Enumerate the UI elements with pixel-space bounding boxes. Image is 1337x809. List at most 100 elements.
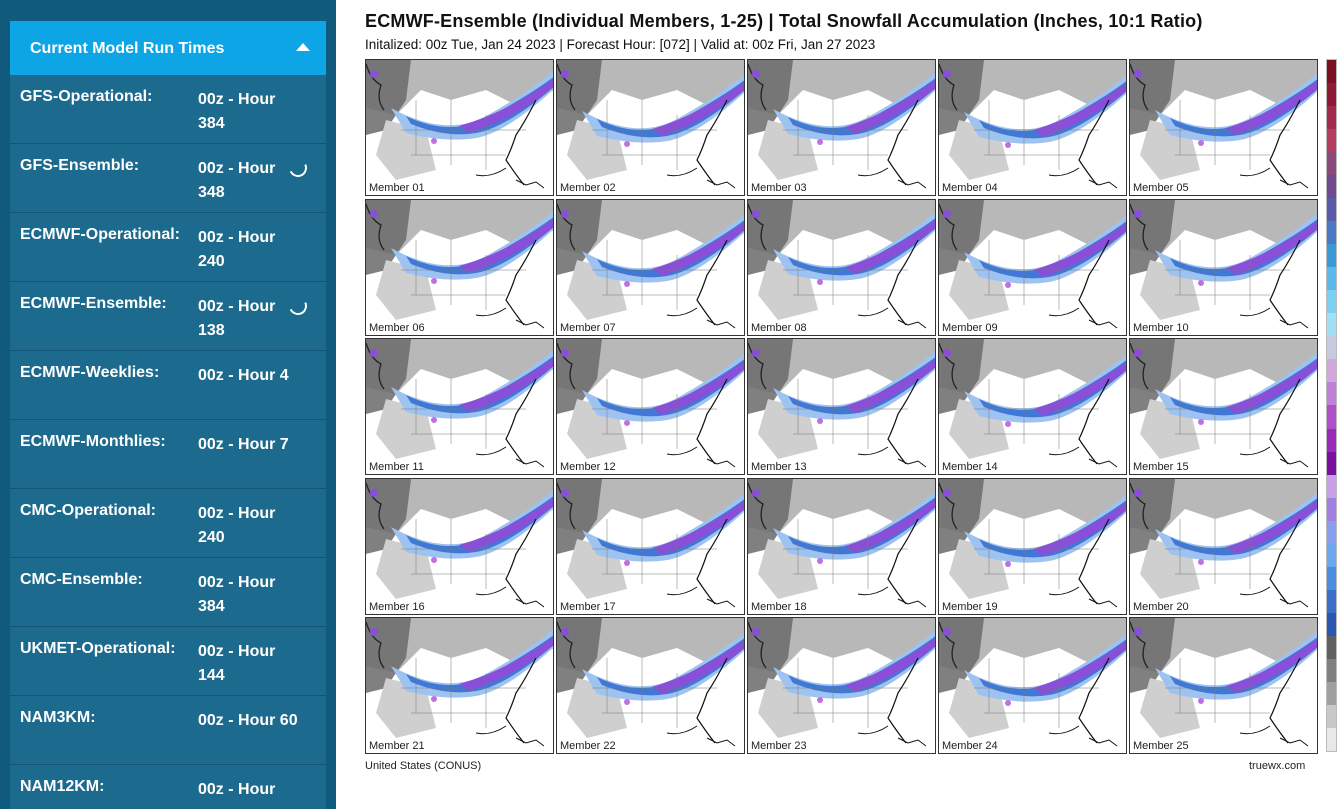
snowfall-map-graphic (1130, 478, 1317, 614)
member-map[interactable]: Member 25 (1129, 617, 1318, 754)
legend-swatch (1327, 543, 1336, 567)
legend-swatch (1327, 382, 1336, 406)
panel-title: Current Model Run Times (30, 40, 225, 57)
member-label: Member 25 (1131, 740, 1191, 752)
model-run-time: 00z - Hour 348 (198, 160, 276, 201)
member-map[interactable]: Member 23 (747, 617, 936, 754)
legend-swatch (1327, 313, 1336, 337)
member-label: Member 02 (558, 182, 618, 194)
model-row[interactable]: CMC-Operational: 00z - Hour 240 (10, 489, 326, 558)
member-map[interactable]: Member 10 (1129, 198, 1318, 336)
collapse-caret-icon[interactable] (296, 43, 310, 51)
model-name: CMC-Ensemble: (20, 571, 143, 588)
member-label: Member 17 (558, 600, 618, 613)
legend-swatch (1327, 290, 1336, 314)
legend-swatch (1327, 336, 1336, 360)
legend-swatch (1327, 129, 1336, 153)
snowfall-map-graphic (557, 60, 744, 195)
member-map[interactable]: Member 19 (938, 477, 1127, 615)
member-label: Member 24 (940, 740, 1000, 752)
model-row[interactable]: GFS-Operational: 00z - Hour 384 (10, 75, 326, 144)
member-label: Member 09 (940, 321, 1000, 334)
member-map[interactable]: Member 08 (747, 198, 936, 336)
model-run-time: 00z - Hour 240 (198, 505, 276, 546)
member-map[interactable]: Member 17 (556, 477, 745, 615)
member-label: Member 08 (749, 321, 809, 334)
legend-swatch (1327, 428, 1336, 452)
member-map[interactable]: Member 03 (747, 59, 936, 196)
member-map[interactable]: Member 13 (747, 338, 936, 475)
model-run-time: 00z - Hour 4 (198, 367, 289, 384)
model-name: NAM12KM: (20, 778, 105, 795)
model-row[interactable]: NAM12KM: 00z - Hour (10, 765, 326, 809)
member-map[interactable]: Member 02 (556, 59, 745, 196)
model-name: ECMWF-Operational: (20, 226, 180, 243)
member-map[interactable]: Member 12 (556, 338, 745, 475)
snowfall-map-graphic (939, 618, 1126, 753)
snowfall-map-graphic (366, 339, 553, 474)
member-map[interactable]: Member 24 (938, 617, 1127, 754)
member-label: Member 13 (749, 461, 809, 473)
member-map[interactable]: Member 18 (747, 477, 936, 615)
legend-swatch (1327, 198, 1336, 222)
legend-swatch (1327, 221, 1336, 245)
snowfall-map-graphic (366, 478, 553, 614)
snowfall-map-graphic (366, 199, 553, 335)
chart-title: ECMWF-Ensemble (Individual Members, 1-25… (365, 11, 1203, 31)
panel-header[interactable]: Current Model Run Times (10, 21, 326, 75)
member-map[interactable]: Member 01 (365, 59, 554, 196)
model-run-time: 00z - Hour 240 (198, 229, 276, 270)
model-row[interactable]: ECMWF-Monthlies: 00z - Hour 7 (10, 420, 326, 489)
model-run-time: 00z - Hour 144 (198, 643, 276, 684)
legend-swatch (1327, 589, 1336, 613)
legend-swatch (1327, 83, 1336, 107)
model-sidebar: Current Model Run Times GFS-Operational:… (0, 0, 336, 809)
snowfall-map-graphic (557, 478, 744, 614)
legend-swatch (1327, 267, 1336, 291)
member-map[interactable]: Member 07 (556, 198, 745, 336)
model-name: ECMWF-Monthlies: (20, 433, 166, 450)
model-row[interactable]: CMC-Ensemble: 00z - Hour 384 (10, 558, 326, 627)
member-map[interactable]: Member 14 (938, 338, 1127, 475)
member-label: Member 06 (367, 321, 427, 334)
member-map[interactable]: Member 21 (365, 617, 554, 754)
member-map[interactable]: Member 09 (938, 198, 1127, 336)
member-label: Member 05 (1131, 182, 1191, 194)
snowfall-map-graphic (366, 60, 553, 195)
model-row[interactable]: ECMWF-Ensemble: 00z - Hour 138 (10, 282, 326, 351)
member-map[interactable]: Member 16 (365, 477, 554, 615)
legend-swatch (1327, 704, 1336, 728)
member-label: Member 15 (1131, 461, 1191, 473)
snowfall-map-graphic (748, 618, 935, 753)
member-map[interactable]: Member 06 (365, 198, 554, 336)
legend-swatch (1327, 474, 1336, 498)
model-row[interactable]: NAM3KM: 00z - Hour 60 (10, 696, 326, 765)
member-map[interactable]: Member 22 (556, 617, 745, 754)
model-row[interactable]: GFS-Ensemble: 00z - Hour 348 (10, 144, 326, 213)
member-map[interactable]: Member 20 (1129, 477, 1318, 615)
member-map[interactable]: Member 04 (938, 59, 1127, 196)
member-label: Member 12 (558, 461, 618, 473)
member-map[interactable]: Member 05 (1129, 59, 1318, 196)
model-run-time: 00z - Hour 384 (198, 574, 276, 615)
legend-swatch (1327, 681, 1336, 705)
snowfall-map-graphic (1130, 339, 1317, 474)
model-row[interactable]: ECMWF-Operational: 00z - Hour 240 (10, 213, 326, 282)
member-label: Member 16 (367, 600, 427, 613)
legend-swatch (1327, 405, 1336, 429)
member-label: Member 04 (940, 182, 1000, 194)
legend-swatch (1327, 106, 1336, 130)
snowfall-map-graphic (939, 339, 1126, 474)
snowfall-map-graphic (1130, 199, 1317, 335)
snowfall-map-graphic (939, 199, 1126, 335)
legend-swatch (1327, 566, 1336, 590)
model-name: UKMET-Operational: (20, 640, 176, 657)
member-label: Member 22 (558, 740, 618, 752)
model-row[interactable]: ECMWF-Weeklies: 00z - Hour 4 (10, 351, 326, 420)
member-map[interactable]: Member 11 (365, 338, 554, 475)
legend-swatch (1327, 727, 1336, 751)
member-map[interactable]: Member 15 (1129, 338, 1318, 475)
model-row[interactable]: UKMET-Operational: 00z - Hour 144 (10, 627, 326, 696)
snowfall-map-graphic (366, 618, 553, 753)
member-label: Member 03 (749, 182, 809, 194)
